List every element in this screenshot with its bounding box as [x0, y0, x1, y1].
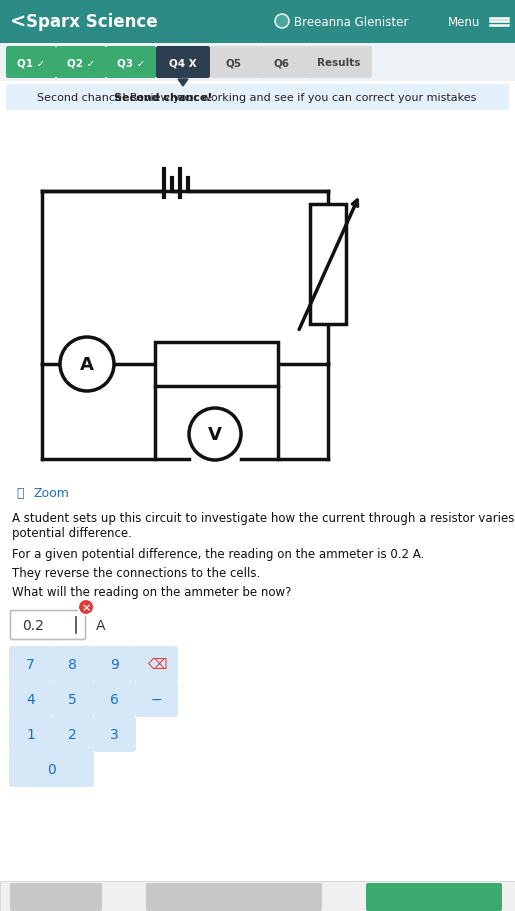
Text: What will the reading on the ammeter be now?: What will the reading on the ammeter be … [12, 586, 291, 599]
FancyBboxPatch shape [56, 47, 106, 79]
FancyBboxPatch shape [0, 44, 515, 82]
Text: Second chance! Review your working and see if you can correct your mistakes: Second chance! Review your working and s… [37, 93, 477, 103]
Text: 2: 2 [68, 727, 77, 742]
FancyBboxPatch shape [210, 47, 258, 79]
FancyBboxPatch shape [306, 47, 372, 79]
Text: A: A [80, 355, 94, 374]
FancyBboxPatch shape [366, 883, 502, 911]
FancyBboxPatch shape [93, 646, 136, 682]
Text: Q4 X: Q4 X [169, 58, 197, 68]
FancyBboxPatch shape [10, 611, 85, 640]
FancyBboxPatch shape [10, 883, 102, 911]
Text: V: V [208, 425, 222, 444]
Circle shape [78, 599, 94, 615]
FancyBboxPatch shape [51, 716, 94, 752]
FancyBboxPatch shape [135, 646, 178, 682]
FancyBboxPatch shape [6, 85, 509, 111]
Text: A student sets up this circuit to investigate how the current through a resistor: A student sets up this circuit to invest… [12, 511, 515, 525]
FancyBboxPatch shape [51, 681, 94, 717]
Polygon shape [178, 80, 188, 87]
Text: Second chance!: Second chance! [114, 93, 212, 103]
Text: Zoom: Zoom [34, 487, 70, 500]
Text: A: A [96, 619, 106, 632]
FancyBboxPatch shape [146, 883, 322, 911]
Text: 4: 4 [26, 692, 35, 706]
Text: 5: 5 [68, 692, 77, 706]
FancyBboxPatch shape [9, 646, 52, 682]
Text: 8: 8 [68, 657, 77, 671]
Text: 6: 6 [110, 692, 119, 706]
Text: 3: 3 [110, 727, 119, 742]
FancyBboxPatch shape [156, 47, 210, 79]
Text: ×: × [81, 602, 91, 612]
FancyBboxPatch shape [9, 752, 94, 787]
FancyBboxPatch shape [9, 681, 52, 717]
Text: ⌫: ⌫ [147, 657, 166, 671]
Circle shape [60, 338, 114, 392]
Text: 7: 7 [26, 657, 35, 671]
Circle shape [275, 15, 289, 29]
FancyBboxPatch shape [51, 646, 94, 682]
Text: Results: Results [317, 58, 360, 68]
FancyBboxPatch shape [135, 681, 178, 717]
Text: Q3 ✓: Q3 ✓ [117, 58, 145, 68]
FancyBboxPatch shape [9, 716, 52, 752]
Text: potential difference.: potential difference. [12, 527, 132, 539]
Text: 1: 1 [26, 727, 35, 742]
Text: 🔍: 🔍 [16, 487, 24, 500]
Text: 9: 9 [110, 657, 119, 671]
Text: Breeanna Glenister: Breeanna Glenister [294, 15, 408, 28]
Text: Q6: Q6 [274, 58, 290, 68]
FancyBboxPatch shape [258, 47, 306, 79]
Text: 0: 0 [47, 763, 56, 776]
Bar [310, 205, 346, 324]
Text: Sparx Science: Sparx Science [26, 13, 158, 31]
Bar [155, 343, 278, 386]
Circle shape [189, 408, 241, 460]
Text: For a given potential difference, the reading on the ammeter is 0.2 A.: For a given potential difference, the re… [12, 548, 424, 560]
Text: 0.2: 0.2 [22, 619, 44, 632]
Text: −: − [151, 692, 162, 706]
FancyBboxPatch shape [0, 881, 515, 911]
Text: Q1 ✓: Q1 ✓ [17, 58, 45, 68]
FancyBboxPatch shape [106, 47, 156, 79]
Text: <: < [10, 13, 26, 32]
FancyBboxPatch shape [6, 47, 56, 79]
FancyBboxPatch shape [93, 681, 136, 717]
Text: Menu: Menu [448, 15, 480, 28]
FancyBboxPatch shape [0, 0, 515, 44]
Text: Q5: Q5 [226, 58, 242, 68]
FancyBboxPatch shape [93, 716, 136, 752]
Text: They reverse the connections to the cells.: They reverse the connections to the cell… [12, 567, 260, 579]
Text: Q2 ✓: Q2 ✓ [67, 58, 95, 68]
